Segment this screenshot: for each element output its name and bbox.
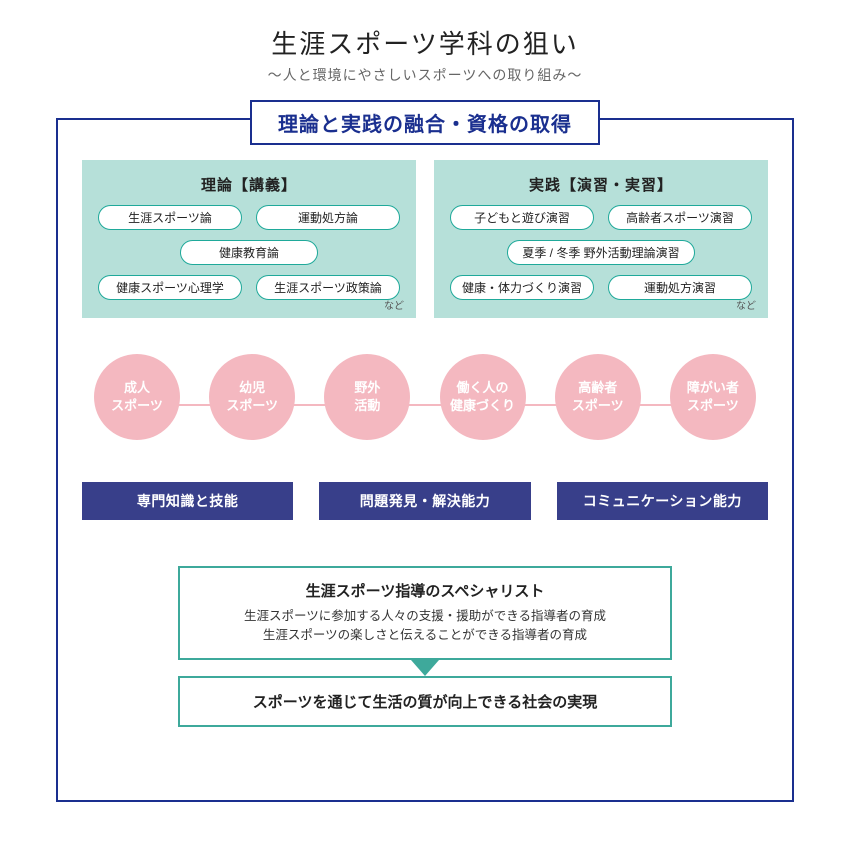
category-circle: 障がい者スポーツ xyxy=(670,354,756,440)
content-area: 理論【講義】 生涯スポーツ論 運動処方論 健康教育論 健康スポーツ心理学 生涯ス… xyxy=(58,120,792,747)
panel-note: など xyxy=(736,297,756,312)
category-circle: 野外活動 xyxy=(324,354,410,440)
panel-note: など xyxy=(384,297,404,312)
outcome-title: 生涯スポーツ指導のスペシャリスト xyxy=(194,580,656,601)
category-circle: 働く人の健康づくり xyxy=(440,354,526,440)
arrow-down-icon xyxy=(411,660,439,676)
header-bar: 理論と実践の融合・資格の取得 xyxy=(250,100,600,145)
outcome-line: 生涯スポーツに参加する人々の支援・援助ができる指導者の育成 xyxy=(194,607,656,626)
panel-practice: 実践【演習・実習】 子どもと遊び演習 高齢者スポーツ演習 夏季 / 冬季 野外活… xyxy=(434,160,768,318)
pill-practice: 高齢者スポーツ演習 xyxy=(608,205,752,230)
skill-bars-row: 専門知識と技能 問題発見・解決能力 コミュニケーション能力 xyxy=(82,482,768,520)
skill-bar: 専門知識と技能 xyxy=(82,482,293,520)
skill-bar: コミュニケーション能力 xyxy=(557,482,768,520)
pill-practice: 子どもと遊び演習 xyxy=(450,205,594,230)
outer-frame: 理論と実践の融合・資格の取得 理論【講義】 生涯スポーツ論 運動処方論 健康教育… xyxy=(56,118,794,802)
pill-theory: 健康教育論 xyxy=(180,240,319,265)
pill-practice: 夏季 / 冬季 野外活動理論演習 xyxy=(507,240,694,265)
outcome-section: 生涯スポーツ指導のスペシャリスト 生涯スポーツに参加する人々の支援・援助ができる… xyxy=(178,566,672,727)
pill-practice: 健康・体力づくり演習 xyxy=(450,275,594,300)
outcome-specialist-box: 生涯スポーツ指導のスペシャリスト 生涯スポーツに参加する人々の支援・援助ができる… xyxy=(178,566,672,660)
outcome-line: 生涯スポーツの楽しさと伝えることができる指導者の育成 xyxy=(194,626,656,645)
pill-theory: 生涯スポーツ政策論 xyxy=(256,275,400,300)
panel-practice-title: 実践【演習・実習】 xyxy=(450,174,752,195)
panel-theory-title: 理論【講義】 xyxy=(98,174,400,195)
category-circle: 高齢者スポーツ xyxy=(555,354,641,440)
circles-area: 成人スポーツ 幼児スポーツ 野外活動 働く人の健康づくり 高齢者スポーツ 障がい… xyxy=(82,354,768,454)
pill-theory: 運動処方論 xyxy=(256,205,400,230)
panel-theory: 理論【講義】 生涯スポーツ論 運動処方論 健康教育論 健康スポーツ心理学 生涯ス… xyxy=(82,160,416,318)
final-goal-box: スポーツを通じて生活の質が向上できる社会の実現 xyxy=(178,676,672,727)
category-circle: 幼児スポーツ xyxy=(209,354,295,440)
pill-practice: 運動処方演習 xyxy=(608,275,752,300)
page-title: 生涯スポーツ学科の狙い xyxy=(0,0,850,61)
pill-theory: 健康スポーツ心理学 xyxy=(98,275,242,300)
category-circle: 成人スポーツ xyxy=(94,354,180,440)
panels-row: 理論【講義】 生涯スポーツ論 運動処方論 健康教育論 健康スポーツ心理学 生涯ス… xyxy=(82,160,768,318)
page-subtitle: ～人と環境にやさしいスポーツへの取り組み～ xyxy=(0,65,850,85)
skill-bar: 問題発見・解決能力 xyxy=(319,482,530,520)
pill-theory: 生涯スポーツ論 xyxy=(98,205,242,230)
